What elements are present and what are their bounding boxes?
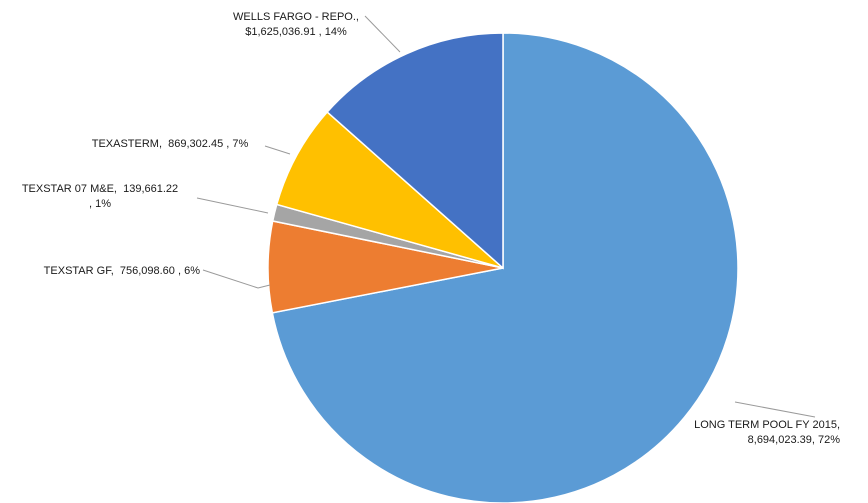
data-labels: LONG TERM POOL FY 2015, 8,694,023.39, 72%… [22,11,840,446]
leader-line [364,15,401,53]
data-label: TEXSTAR 07 M&E, 139,661.22 , 1% [22,183,178,210]
data-label-line: 8,694,023.39, 72% [748,434,841,446]
data-label: LONG TERM POOL FY 2015, 8,694,023.39, 72% [694,419,840,446]
leader-line [734,401,816,418]
pie-slice-texasterm [275,110,504,269]
data-label: WELLS FARGO - REPO., $1,625,036.91 , 14% [233,11,359,38]
leader-line [196,197,269,214]
leader-lines [196,15,816,418]
data-label-line: $1,625,036.91 , 14% [245,26,347,38]
data-label-line: WELLS FARGO - REPO., [233,11,359,23]
pie-slice-wells-fargo-repo [326,32,504,270]
data-label-line: TEXSTAR 07 M&E, 139,661.22 [22,183,178,195]
leader-line [264,145,291,155]
data-label: TEXASTERM, 869,302.45 , 7% [92,138,249,150]
data-label-line: LONG TERM POOL FY 2015, [694,419,840,431]
data-label-line: TEXSTAR GF, 756,098.60 , 6% [44,265,201,277]
data-label-line: TEXASTERM, 869,302.45 , 7% [92,138,249,150]
pie-slice-long-term-pool-fy-2015 [271,32,739,503]
data-label: TEXSTAR GF, 756,098.60 , 6% [44,265,201,277]
data-label-line: , 1% [89,198,111,210]
pie-slices [267,32,739,503]
leader-line [202,269,271,289]
